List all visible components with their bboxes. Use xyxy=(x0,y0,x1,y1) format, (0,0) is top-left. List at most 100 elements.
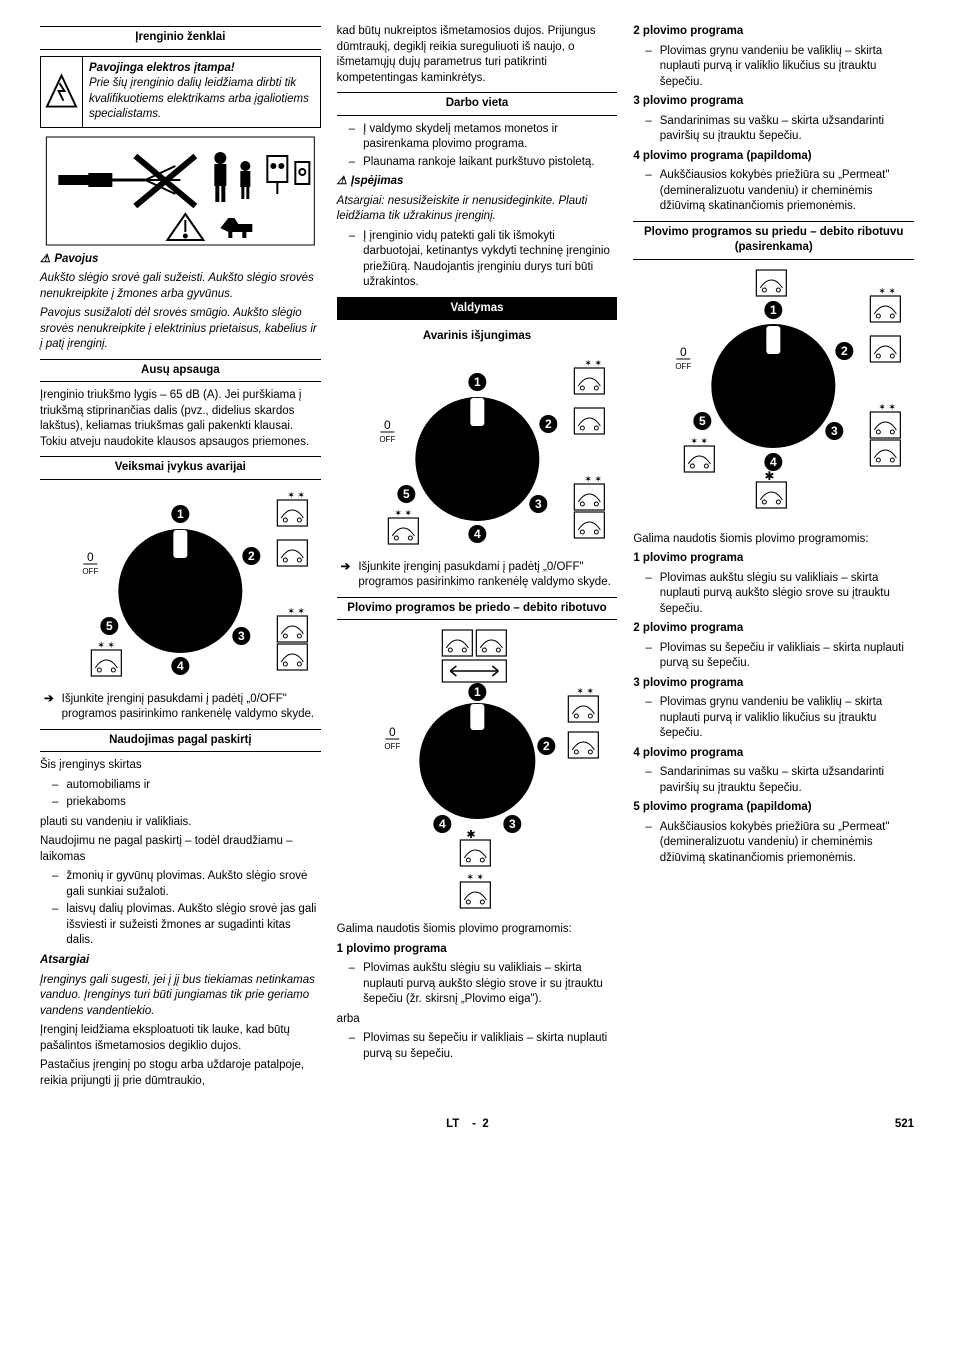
warning-list: Į įrenginio vidų patekti gali tik išmoky… xyxy=(337,229,618,291)
ear-text: Įrenginio triukšmo lygis – 65 dB (A). Je… xyxy=(40,388,321,450)
heading-use: Naudojimas pagal paskirtį xyxy=(40,729,321,753)
w3-heading: 3 plovimo programa xyxy=(633,676,914,692)
warning-text: Pavojinga elektros įtampa! Prie šių įren… xyxy=(83,57,320,127)
svg-text:1: 1 xyxy=(474,375,481,389)
svg-text:0: 0 xyxy=(384,418,391,432)
page-footer: LT - 2 521 xyxy=(40,1117,914,1133)
svg-text:4: 4 xyxy=(770,455,777,469)
caution-p2: Įrenginį leidžiama eksploatuoti tik lauk… xyxy=(40,1023,321,1054)
heading-workplace: Darbo vieta xyxy=(337,92,618,116)
svg-text:3: 3 xyxy=(509,817,516,831)
danger-text-1: Aukšto slėgio srovė gali sužeisti. Aukšt… xyxy=(40,271,321,302)
banner-valdymas: Valdymas xyxy=(337,297,618,321)
avar-step: Išjunkite įrenginį pasukdami į padėtį „0… xyxy=(337,560,618,591)
column-1: Įrenginio ženklai Pavojinga elektros įta… xyxy=(40,20,321,1093)
svg-text:5: 5 xyxy=(106,619,113,633)
svg-text:2: 2 xyxy=(545,417,552,431)
warning-heading: Įspėjimas xyxy=(337,174,618,190)
svg-text:OFF: OFF xyxy=(676,362,692,371)
with-intro: Galima naudotis šiomis plovimo programom… xyxy=(633,532,914,548)
p3-heading: 3 plovimo programa xyxy=(633,94,914,110)
svg-text:0: 0 xyxy=(680,345,687,359)
svg-text:✶ ✶: ✶ ✶ xyxy=(466,872,484,882)
use-list-1: automobiliams ir priekaboms xyxy=(40,778,321,811)
svg-text:1: 1 xyxy=(474,685,481,699)
dial-diagram-4: 0 OFF 1 2 3 4 5 xyxy=(633,266,914,526)
svg-text:3: 3 xyxy=(535,497,542,511)
heading-emergency: Veiksmai įvykus avarijai xyxy=(40,456,321,480)
svg-text:✶ ✶: ✶ ✶ xyxy=(394,508,412,518)
prohibition-pictograms xyxy=(40,136,321,246)
svg-text:0: 0 xyxy=(389,725,396,739)
w4-heading: 4 plovimo programa xyxy=(633,746,914,762)
p1-list-2: Plovimas su šepečiu ir valikliais – skir… xyxy=(337,1031,618,1062)
page-columns: Įrenginio ženklai Pavojinga elektros įta… xyxy=(40,20,914,1093)
w2-heading: 2 plovimo programa xyxy=(633,621,914,637)
heading-prog-with: Plovimo programos su priedu – debito rib… xyxy=(633,221,914,260)
p4-heading: 4 plovimo programa (papildoma) xyxy=(633,149,914,165)
warning-box-voltage: Pavojinga elektros įtampa! Prie šių įren… xyxy=(40,56,321,128)
svg-text:4: 4 xyxy=(177,659,184,673)
caution-p1: Įrenginys gali sugesti, jei į jį bus tie… xyxy=(40,973,321,1020)
svg-text:4: 4 xyxy=(439,817,446,831)
svg-text:✶ ✶: ✶ ✶ xyxy=(691,436,709,446)
work-list: Į valdymo skydelį metamos monetos ir pas… xyxy=(337,122,618,171)
dial-diagram-1: 0 OFF 1 2 3 4 5 xyxy=(40,486,321,686)
danger-heading: Pavojus xyxy=(40,252,321,268)
w1-heading: 1 plovimo programa xyxy=(633,551,914,567)
svg-text:✱: ✱ xyxy=(466,829,475,841)
svg-text:✶ ✶: ✶ ✶ xyxy=(584,474,602,484)
svg-text:OFF: OFF xyxy=(384,742,400,751)
svg-text:2: 2 xyxy=(543,739,550,753)
svg-text:OFF: OFF xyxy=(82,567,98,576)
svg-text:0: 0 xyxy=(87,550,94,564)
svg-text:3: 3 xyxy=(238,629,245,643)
use-intro: Šis įrenginys skirtas xyxy=(40,758,321,774)
p2-heading: 2 plovimo programa xyxy=(633,24,914,40)
heading-prog-no: Plovimo programos be priedo – debito rib… xyxy=(337,597,618,621)
svg-text:✶ ✶: ✶ ✶ xyxy=(576,686,594,696)
dial-diagram-2: 0 OFF 1 2 3 4 5 xyxy=(337,354,618,554)
column-2: kad būtų nukreiptos išmetamosios dujos. … xyxy=(337,20,618,1093)
arba-text: arba xyxy=(337,1012,618,1028)
warning-p1: Atsargiai: nesusižeiskite ir nenusidegin… xyxy=(337,194,618,225)
use-list-2: žmonių ir gyvūnų plovimas. Aukšto slėgio… xyxy=(40,869,321,949)
footer-center: LT - 2 xyxy=(40,1117,895,1133)
warning-body: Prie šių įrenginio dalių leidžiama dirbt… xyxy=(89,77,309,120)
danger-text-2: Pavojus susižaloti dėl srovės smūgio. Au… xyxy=(40,306,321,353)
svg-text:2: 2 xyxy=(841,344,848,358)
emergency-step: Išjunkite įrenginį pasukdami į padėtį „0… xyxy=(40,692,321,723)
warning-title: Pavojinga elektros įtampa! xyxy=(89,62,235,74)
bolt-warning-icon xyxy=(41,57,83,127)
use-p3: Naudojimu ne pagal paskirtį – todėl drau… xyxy=(40,834,321,865)
dial-diagram-3: 0 OFF 1 2 3 4 ✶ ✶ xyxy=(337,626,618,916)
use-p2: plauti su vandeniu ir valikliais. xyxy=(40,815,321,831)
svg-text:✶ ✶: ✶ ✶ xyxy=(287,606,305,616)
cont-p1: kad būtų nukreiptos išmetamosios dujos. … xyxy=(337,24,618,86)
svg-text:1: 1 xyxy=(177,507,184,521)
caution-p3: Pastačius įrenginį po stogu arba uždaroj… xyxy=(40,1058,321,1089)
svg-text:✶ ✶: ✶ ✶ xyxy=(97,640,115,650)
w5-heading: 5 plovimo programa (papildoma) xyxy=(633,800,914,816)
svg-text:OFF: OFF xyxy=(379,435,395,444)
caution-heading: Atsargiai xyxy=(40,953,321,969)
svg-text:✶ ✶: ✶ ✶ xyxy=(879,286,897,296)
p1-list: Plovimas aukštu slėgiu su valikliais – s… xyxy=(337,961,618,1008)
svg-text:1: 1 xyxy=(770,303,777,317)
prog-intro: Galima naudotis šiomis plovimo programom… xyxy=(337,922,618,938)
svg-text:5: 5 xyxy=(403,487,410,501)
svg-text:2: 2 xyxy=(248,549,255,563)
column-3: 2 plovimo programa Plovimas grynu vanden… xyxy=(633,20,914,1093)
svg-text:5: 5 xyxy=(699,414,706,428)
svg-text:✱: ✱ xyxy=(765,469,775,483)
heading-signs: Įrenginio ženklai xyxy=(40,26,321,50)
p1-heading: 1 plovimo programa xyxy=(337,942,618,958)
svg-text:✶ ✶: ✶ ✶ xyxy=(287,490,305,500)
svg-text:✶ ✶: ✶ ✶ xyxy=(879,402,897,412)
heading-avar: Avarinis išjungimas xyxy=(337,326,618,348)
footer-right: 521 xyxy=(895,1117,914,1133)
svg-text:✶ ✶: ✶ ✶ xyxy=(584,358,602,368)
svg-text:4: 4 xyxy=(474,527,481,541)
heading-ear: Ausų apsauga xyxy=(40,359,321,383)
svg-text:3: 3 xyxy=(831,424,838,438)
